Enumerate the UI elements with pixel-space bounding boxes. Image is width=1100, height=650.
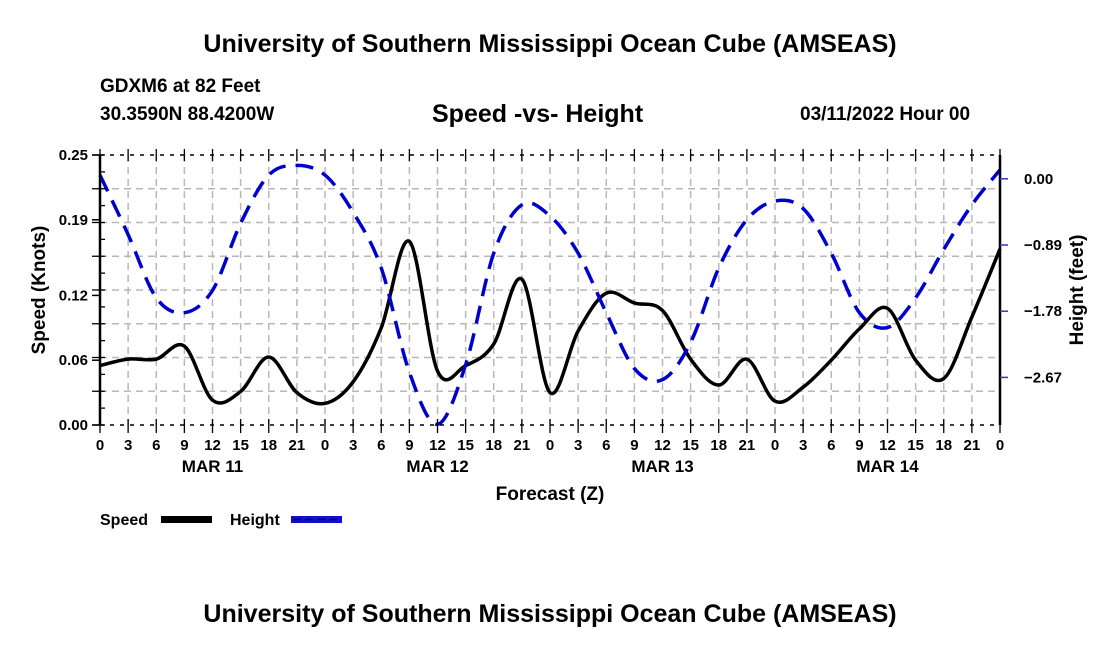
legend-swatch-speed bbox=[161, 516, 212, 523]
x-tick-label: 0 bbox=[771, 437, 779, 454]
x-tick-label: 3 bbox=[124, 437, 132, 454]
chart-title: Speed -vs- Height bbox=[432, 100, 644, 128]
coordinates-label: 30.3590N 88.4200W bbox=[100, 104, 275, 125]
x-tick-label: 15 bbox=[457, 437, 474, 454]
y2-tick-label: −1.78 bbox=[1024, 303, 1062, 320]
forecast-datetime: 03/11/2022 Hour 00 bbox=[800, 104, 971, 125]
x-tick-label: 15 bbox=[232, 437, 249, 454]
x-tick-label: 6 bbox=[152, 437, 160, 454]
axes bbox=[92, 149, 1008, 433]
x-tick-label: 12 bbox=[654, 437, 671, 454]
x-tick-label: 18 bbox=[710, 437, 727, 454]
x-tick-label: 21 bbox=[514, 437, 531, 454]
y2-tick-label: −2.67 bbox=[1024, 369, 1062, 386]
x-tick-label: 0 bbox=[996, 437, 1004, 454]
grid bbox=[100, 155, 1000, 425]
x-tick-label: 3 bbox=[574, 437, 582, 454]
axis-labels: 0 3 6 9 12 15 18 21 0 3 6 9 12 15 18 21 0 3 6 9 12 15 18 21 0 3 6 9… bbox=[59, 147, 1062, 476]
y-tick-label: 0.12 bbox=[59, 287, 88, 304]
x-tick-label: 0 bbox=[321, 437, 329, 454]
y2-tick-label: 0.00 bbox=[1024, 171, 1053, 188]
main-title: University of Southern Mississippi Ocean… bbox=[203, 30, 897, 58]
x-tick-label: 9 bbox=[630, 437, 638, 454]
x-tick-label: 9 bbox=[855, 437, 863, 454]
footer-title: University of Southern Mississippi Ocean… bbox=[203, 600, 897, 628]
x-tick-label: 21 bbox=[964, 437, 981, 454]
x-tick-label: 12 bbox=[204, 437, 221, 454]
x-tick-label: 0 bbox=[546, 437, 554, 454]
x-tick-label: 21 bbox=[289, 437, 306, 454]
x-axis-title: Forecast (Z) bbox=[496, 484, 605, 505]
legend: Speed Height bbox=[100, 512, 342, 529]
day-label: MAR 12 bbox=[406, 457, 468, 476]
x-tick-label: 15 bbox=[682, 437, 699, 454]
day-label: MAR 13 bbox=[631, 457, 693, 476]
series-line-speed bbox=[99, 239, 1002, 406]
x-tick-label: 12 bbox=[429, 437, 446, 454]
x-tick-label: 18 bbox=[260, 437, 277, 454]
x-tick-label: 18 bbox=[485, 437, 502, 454]
y2-axis-title: Height (feet) bbox=[1067, 235, 1088, 346]
legend-swatch-height bbox=[291, 516, 342, 523]
x-tick-label: 6 bbox=[827, 437, 835, 454]
y-tick-label: 0.19 bbox=[59, 212, 88, 229]
x-tick-label: 12 bbox=[879, 437, 896, 454]
legend-label-height: Height bbox=[230, 512, 280, 529]
x-tick-label: 6 bbox=[377, 437, 385, 454]
series-layer bbox=[98, 163, 1002, 427]
x-tick-label: 9 bbox=[180, 437, 188, 454]
x-tick-label: 0 bbox=[96, 437, 104, 454]
x-tick-label: 3 bbox=[799, 437, 807, 454]
y-tick-label: 0.06 bbox=[59, 352, 88, 369]
x-tick-label: 21 bbox=[739, 437, 756, 454]
day-label: MAR 11 bbox=[182, 457, 243, 476]
x-tick-label: 6 bbox=[602, 437, 610, 454]
x-tick-label: 15 bbox=[907, 437, 924, 454]
x-tick-label: 3 bbox=[349, 437, 357, 454]
y-tick-label: 0.00 bbox=[59, 417, 88, 434]
series-line-height bbox=[98, 163, 1002, 427]
x-tick-label: 18 bbox=[935, 437, 952, 454]
y-axis-title: Speed (Knots) bbox=[29, 226, 50, 355]
station-label: GDXM6 at 82 Feet bbox=[100, 76, 261, 97]
y2-tick-label: −0.89 bbox=[1024, 237, 1062, 254]
day-label: MAR 14 bbox=[856, 457, 919, 476]
legend-label-speed: Speed bbox=[100, 512, 148, 529]
y-tick-label: 0.25 bbox=[59, 147, 88, 164]
x-tick-label: 9 bbox=[405, 437, 413, 454]
